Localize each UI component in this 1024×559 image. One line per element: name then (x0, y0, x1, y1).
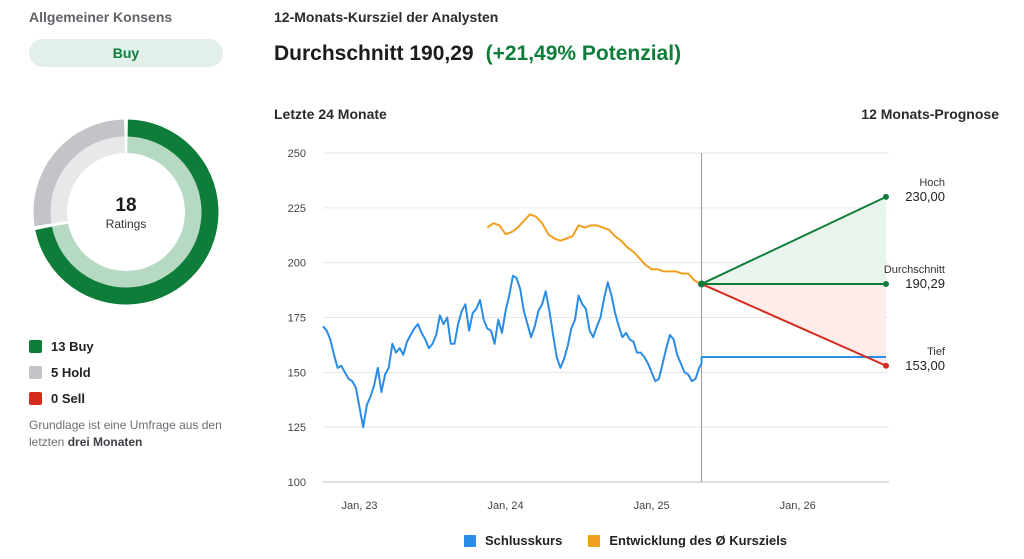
hold-swatch (29, 365, 42, 379)
legend-sell-label: 0 Sell (51, 390, 85, 406)
y-tick-label: 225 (288, 203, 306, 215)
ratings-total-label: Ratings (106, 217, 147, 231)
closing-price-swatch (464, 534, 476, 547)
y-tick-label: 150 (288, 367, 306, 379)
donut-segment-0 (35, 119, 219, 305)
y-tick-label: 175 (288, 313, 306, 325)
average-target-value: Durchschnitt 190,29 (274, 42, 474, 65)
x-tick-label: Jan, 26 (780, 500, 816, 512)
y-tick-label: 200 (288, 258, 306, 270)
ratings-total: 18 (115, 195, 136, 216)
legend-buy-label: 13 Buy (51, 338, 94, 354)
forecast-low-value: 153,00 (905, 358, 945, 373)
legend-target-trend: Entwicklung des Ø Kursziels (588, 533, 787, 548)
history-subtitle: Letzte 24 Monate (274, 106, 387, 122)
consensus-rating-badge: Buy (29, 39, 223, 67)
donut-inner-1 (49, 135, 126, 224)
legend-closing-price: Schlusskurs (464, 533, 562, 548)
ratings-donut: 18 Ratings (33, 119, 219, 305)
x-tick-label: Jan, 23 (341, 500, 377, 512)
chart-legend: Schlusskurs Entwicklung des Ø Kursziels (464, 533, 813, 548)
closing-price-line (322, 274, 703, 429)
x-tick-label: Jan, 25 (634, 500, 670, 512)
forecast-low-label: Tief (927, 346, 946, 358)
consensus-panel: Allgemeiner Konsens Buy 18 Ratings 13 Bu… (0, 0, 250, 559)
forecast-average-point (883, 280, 889, 287)
legend-hold-label: 5 Hold (51, 364, 91, 380)
target-trend-swatch (588, 534, 601, 547)
survey-note-text: Grundlage ist eine Umfrage aus den letzt… (29, 418, 222, 449)
potential-value: (+21,49% Potenzial) (485, 42, 682, 65)
forecast-high-label: Hoch (919, 177, 945, 189)
y-tick-label: 100 (288, 477, 306, 489)
survey-note-bold: drei Monaten (67, 435, 143, 449)
legend-target-trend-label: Entwicklung des Ø Kursziels (609, 533, 788, 548)
forecast-high-line (701, 195, 887, 285)
y-tick-label: 125 (288, 422, 306, 434)
legend-hold: 5 Hold (29, 359, 94, 385)
forecast-subtitle: 12 Monats-Prognose (861, 106, 999, 122)
x-tick-label: Jan, 24 (488, 500, 524, 512)
average-target: Durchschnitt 190,29 (+21,49% Potenzial) (274, 42, 681, 66)
forecast-low-point (883, 362, 889, 369)
chart-title: 12-Monats-Kursziel der Analysten (274, 9, 499, 25)
legend-buy: 13 Buy (29, 333, 94, 359)
forecast-origin-point (698, 280, 706, 288)
forecast-average-value: 190,29 (905, 276, 945, 291)
y-tick-label: 250 (288, 148, 306, 160)
survey-note: Grundlage ist eine Umfrage aus den letzt… (29, 417, 229, 451)
forecast-low-line (701, 283, 887, 367)
forecast-average-label: Durchschnitt (884, 264, 945, 276)
forecast-high-point (883, 193, 889, 200)
donut-segment-1 (33, 119, 125, 227)
donut-inner-0 (50, 135, 203, 289)
target-trend-line (486, 213, 703, 286)
ratings-legend: 13 Buy 5 Hold 0 Sell (29, 333, 94, 411)
legend-sell: 0 Sell (29, 385, 94, 411)
forecast-high-value: 230,00 (905, 189, 945, 204)
buy-swatch (29, 339, 42, 353)
sell-swatch (29, 391, 42, 405)
legend-closing-price-label: Schlusskurs (485, 533, 563, 548)
consensus-header: Allgemeiner Konsens (29, 9, 173, 25)
